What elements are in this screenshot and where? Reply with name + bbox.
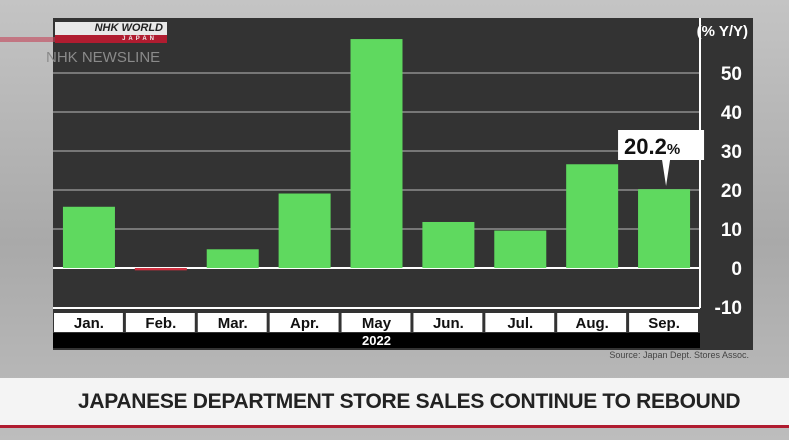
y-tick-label: 20 [721, 181, 742, 202]
x-tick-label: Jun. [433, 315, 464, 332]
bar [134, 268, 187, 271]
x-tick-label: Mar. [218, 315, 248, 332]
x-tick-label: Jan. [74, 315, 104, 332]
category-cell [197, 313, 267, 332]
logo-top: NHK WORLD [55, 22, 167, 35]
y-axis-label: (% Y/Y) [697, 23, 748, 40]
y-tick-label: -10 [715, 298, 742, 319]
category-cell [413, 313, 483, 332]
x-tick-label: Apr. [290, 315, 319, 332]
category-cell [341, 313, 411, 332]
x-tick-label: May [362, 315, 392, 332]
bar [494, 230, 547, 268]
x-tick-label: Sep. [648, 315, 680, 332]
x-axis-label: 2022 [362, 333, 391, 348]
y-tick-label: 10 [721, 220, 742, 241]
headline: JAPANESE DEPARTMENT STORE SALES CONTINUE… [0, 378, 789, 425]
x-tick-label: Jul. [507, 315, 533, 332]
category-cell [629, 313, 698, 332]
bar [638, 189, 691, 268]
category-cell [557, 313, 627, 332]
y-tick-label: 30 [721, 142, 742, 163]
bar [350, 39, 403, 268]
y-tick-label: 40 [721, 103, 742, 124]
bar [62, 206, 115, 268]
y-tick-label: 50 [721, 64, 742, 85]
program-name: NHK NEWSLINE [46, 49, 161, 66]
bar [422, 221, 475, 268]
decor-line [0, 37, 60, 42]
category-cell [269, 313, 339, 332]
bar [206, 249, 259, 268]
category-cell [485, 313, 555, 332]
category-cell [125, 313, 195, 332]
bar [566, 164, 619, 268]
callout-box [618, 130, 705, 186]
headline-accent [0, 425, 789, 428]
x-tick-label: Aug. [576, 315, 609, 332]
bar [278, 193, 331, 268]
category-cell [54, 313, 123, 332]
source-note: Source: Japan Dept. Stores Assoc. [609, 350, 749, 360]
x-tick-label: Feb. [145, 315, 176, 332]
callout-value: 20.2% [624, 134, 680, 159]
logo-bottom: JAPAN [55, 35, 167, 43]
year-band [53, 333, 700, 348]
y-tick-label: 0 [731, 259, 742, 280]
nhk-world-logo: NHK WORLD JAPAN [55, 22, 167, 46]
